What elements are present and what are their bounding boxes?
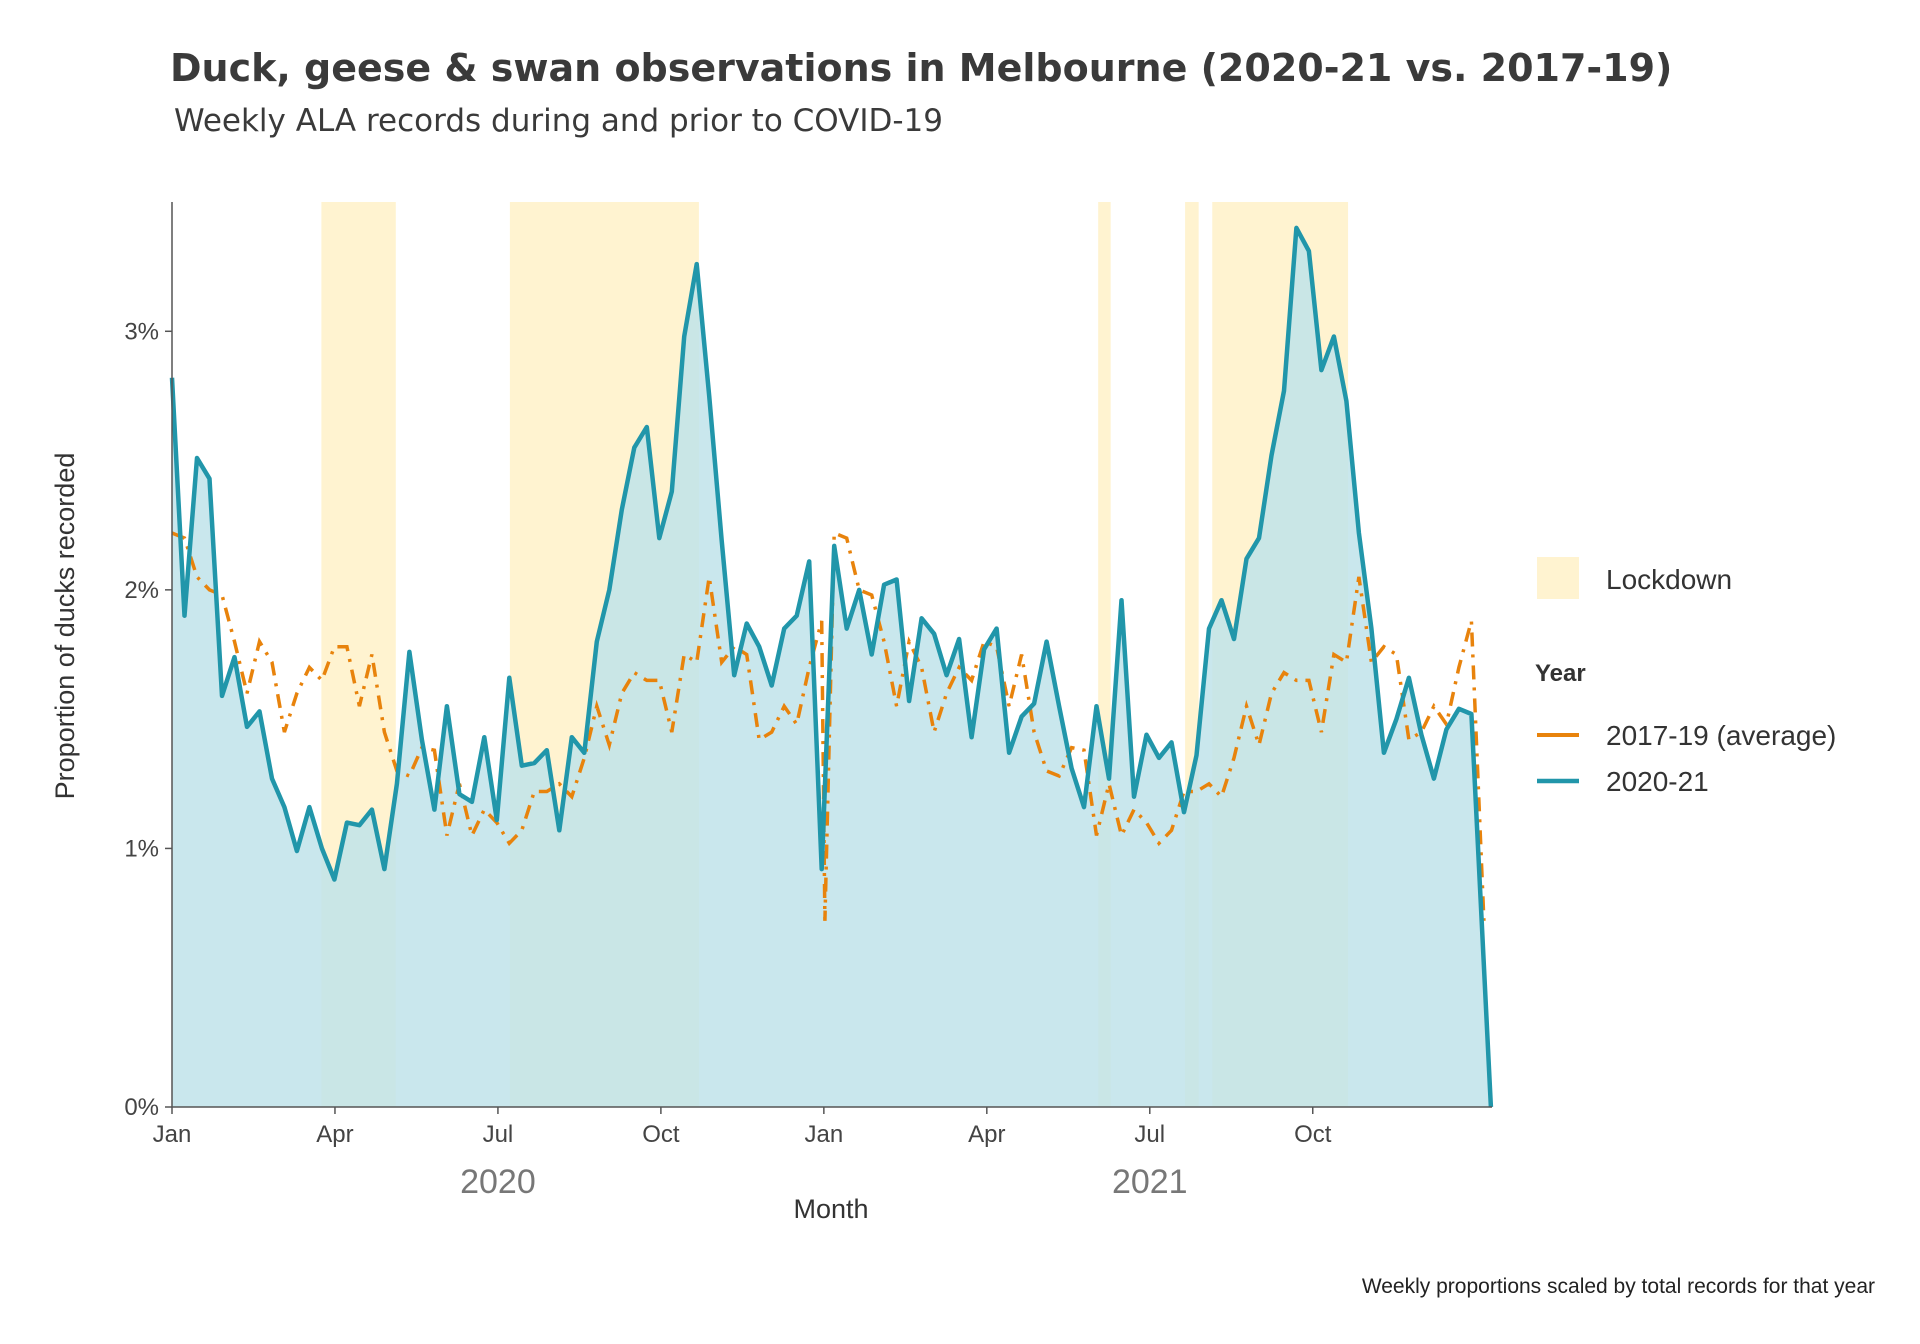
x-tick-label: Jul — [483, 1121, 514, 1148]
chart-subtitle: Weekly ALA records during and prior to C… — [174, 103, 943, 139]
x-tick-label: Jul — [1134, 1121, 1165, 1148]
plot-area: 0%1%2%3% Jan Apr Jul Oct Jan Apr Jul Oct 2020 20… — [124, 202, 1494, 1201]
chart-caption: Weekly proportions scaled by total recor… — [1362, 1275, 1875, 1298]
legend-lockdown-swatch — [1537, 557, 1579, 599]
line-2017-19 — [171, 530, 1486, 921]
x-tick-label: Oct — [1294, 1121, 1332, 1148]
year-label: 2021 — [1112, 1163, 1188, 1201]
legend-lockdown-label: Lockdown — [1606, 564, 1732, 595]
x-tick-label: Apr — [968, 1121, 1005, 1148]
chart-title: Duck, geese & swan observations in Melbo… — [170, 46, 1672, 90]
year-label: 2020 — [460, 1163, 536, 1201]
y-tick-label: 3% — [124, 318, 159, 345]
y-tick-label: 1% — [124, 835, 159, 862]
x-ticks: Jan Apr Jul Oct Jan Apr Jul Oct — [153, 1107, 1332, 1148]
x-tick-label: Apr — [316, 1121, 353, 1148]
legend-2020-21-label: 2020-21 — [1606, 766, 1709, 797]
y-axis-label: Proportion of ducks recorded — [50, 453, 80, 800]
year-labels: 2020 2021 — [460, 1163, 1187, 1201]
x-tick-label: Jan — [153, 1121, 192, 1148]
x-tick-label: Oct — [642, 1121, 680, 1148]
legend-2017-19-label: 2017-19 (average) — [1606, 720, 1836, 751]
legend-year-title: Year — [1535, 660, 1586, 687]
x-tick-label: Jan — [805, 1121, 844, 1148]
line-2020-21 — [169, 225, 1494, 1108]
x-axis-label: Month — [793, 1194, 868, 1224]
y-tick-label: 2% — [124, 577, 159, 604]
y-tick-label: 0% — [124, 1094, 159, 1121]
y-ticks: 0% 1% 2% 3% — [124, 318, 172, 1121]
legend: Lockdown Year 2017-19 (average) 2020-21 — [1535, 557, 1836, 797]
